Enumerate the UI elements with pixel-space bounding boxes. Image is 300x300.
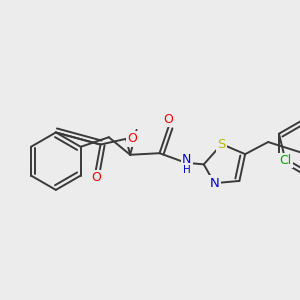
Text: N: N — [210, 177, 219, 190]
Text: N: N — [182, 153, 191, 166]
Text: Cl: Cl — [279, 154, 292, 167]
Text: S: S — [218, 138, 226, 151]
Text: O: O — [164, 113, 173, 126]
Text: O: O — [91, 171, 101, 184]
Text: H: H — [183, 165, 190, 175]
Text: O: O — [127, 132, 137, 145]
